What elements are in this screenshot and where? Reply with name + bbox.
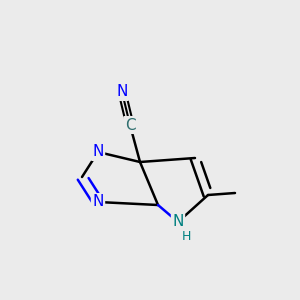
- Text: N: N: [172, 214, 184, 230]
- Text: N: N: [92, 194, 104, 209]
- Text: H: H: [181, 230, 191, 242]
- Text: N: N: [92, 145, 104, 160]
- Text: C: C: [125, 118, 135, 133]
- Text: N: N: [116, 85, 128, 100]
